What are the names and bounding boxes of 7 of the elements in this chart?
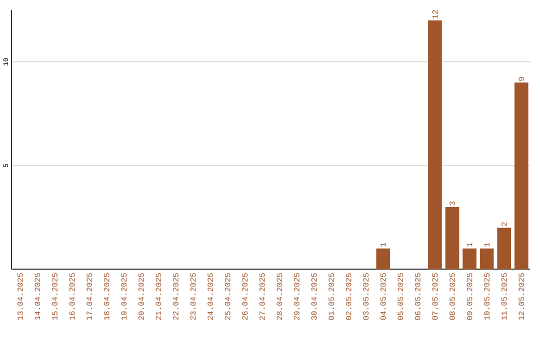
bar — [514, 82, 528, 270]
bar — [445, 206, 460, 270]
bar — [428, 20, 442, 270]
bar — [376, 248, 390, 270]
bar — [462, 248, 476, 270]
bar — [480, 248, 494, 270]
bar — [497, 228, 512, 270]
